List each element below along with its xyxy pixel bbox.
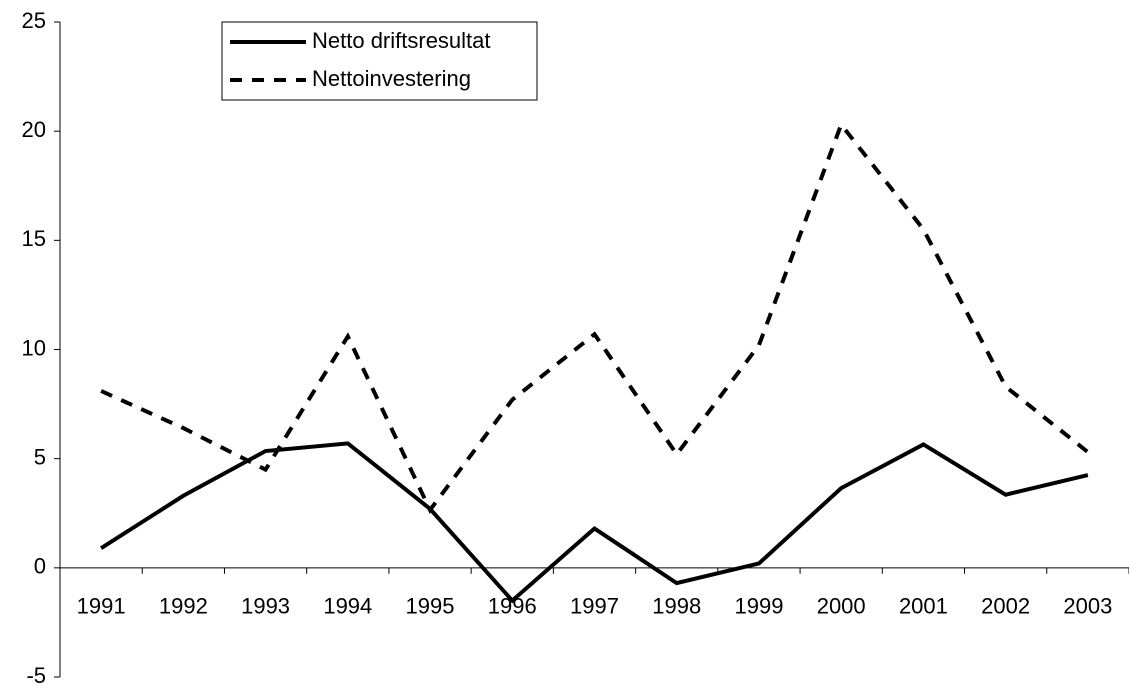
y-tick-label: 10 xyxy=(22,335,46,360)
legend-label: Nettoinvestering xyxy=(312,66,471,91)
line-series xyxy=(100,120,1090,514)
x-tick-label: 1991 xyxy=(77,594,126,619)
x-tick-label: 1993 xyxy=(241,594,290,619)
x-tick-label: 2002 xyxy=(981,594,1030,619)
y-tick-label: 5 xyxy=(34,444,46,469)
x-tick-label: 2003 xyxy=(1063,594,1112,619)
x-tick-label: 1998 xyxy=(652,594,701,619)
y-tick-label: 15 xyxy=(22,226,46,251)
line-series xyxy=(100,441,1089,604)
y-tick-label: -5 xyxy=(26,663,46,688)
x-tick-label: 1995 xyxy=(406,594,455,619)
x-tick-label: 1999 xyxy=(734,594,783,619)
x-tick-label: 1994 xyxy=(323,594,372,619)
x-tick-label: 2001 xyxy=(899,594,948,619)
x-tick-label: 1992 xyxy=(159,594,208,619)
y-tick-label: 20 xyxy=(22,117,46,142)
y-tick-label: 0 xyxy=(34,554,46,579)
legend-box xyxy=(221,21,538,101)
legend-label: Netto driftsresultat xyxy=(312,28,491,53)
y-tick-label: 25 xyxy=(22,8,46,33)
x-tick-label: 1997 xyxy=(570,594,619,619)
x-tick-label: 1996 xyxy=(488,594,537,619)
x-tick-label: 2000 xyxy=(817,594,866,619)
